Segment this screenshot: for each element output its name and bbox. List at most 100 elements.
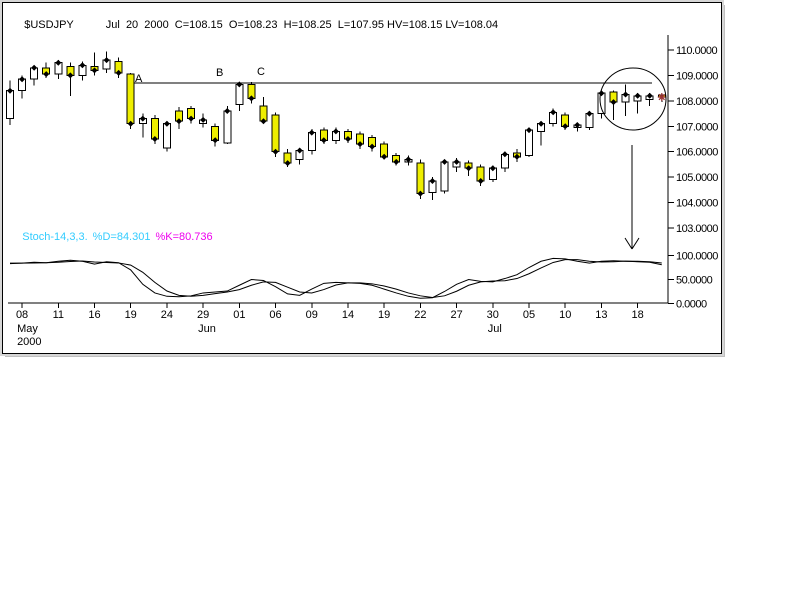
candle — [356, 131, 365, 150]
close-marker — [634, 92, 641, 99]
candle — [392, 152, 401, 166]
candle — [162, 120, 171, 152]
candle — [319, 127, 328, 145]
close-marker — [586, 110, 593, 117]
price-tick-label: 104.0000 — [676, 198, 718, 210]
candle-body — [150, 118, 159, 140]
candle — [368, 135, 377, 152]
price-tick-label: 110.0000 — [676, 45, 717, 57]
close-marker — [646, 92, 653, 99]
candle — [78, 61, 87, 81]
candle — [512, 149, 521, 162]
candle — [283, 149, 292, 167]
candle — [18, 75, 27, 99]
chart-header: $USDJPY Jul 20 2000 C=108.15 O=108.23 H=10… — [12, 7, 498, 43]
close-marker — [151, 136, 158, 143]
candle — [331, 127, 340, 145]
close-marker — [393, 158, 400, 165]
candle — [476, 164, 485, 187]
close-marker — [43, 71, 50, 78]
date-tick-label: 08 — [16, 309, 28, 321]
candle — [66, 62, 75, 96]
stoch-k-value: %K=80.736 — [155, 231, 213, 243]
candle — [537, 120, 546, 146]
candle — [464, 160, 473, 176]
close-marker — [417, 190, 424, 197]
close-marker — [332, 128, 339, 135]
candle-body — [440, 161, 449, 192]
chart-window: $USDJPY Jul 20 2000 C=108.15 O=108.23 H=10… — [0, 0, 724, 356]
close-marker — [236, 81, 243, 88]
close-marker — [79, 62, 86, 69]
date-tick-label: 22 — [414, 309, 426, 321]
candle-body — [126, 73, 135, 125]
close-marker — [622, 91, 629, 98]
candle — [380, 141, 389, 160]
close-marker — [260, 118, 267, 125]
candle — [223, 105, 232, 145]
annotation-arrow-head — [631, 237, 640, 250]
close-marker — [501, 151, 508, 158]
date-tick-label: 11 — [53, 309, 64, 321]
date-tick-label: 16 — [88, 309, 100, 321]
candle — [645, 92, 654, 106]
candle — [54, 59, 63, 80]
candle — [561, 112, 570, 131]
candle — [585, 110, 594, 131]
candle — [404, 155, 413, 166]
price-tick-label: 106.0000 — [676, 147, 718, 159]
candle — [621, 84, 630, 117]
candle — [102, 51, 111, 73]
candle-body — [597, 92, 606, 115]
stoch-d-value: %D=84.301 — [92, 231, 151, 243]
candle-body — [416, 162, 425, 195]
candle — [6, 80, 14, 126]
candle — [525, 127, 534, 157]
close-marker — [574, 122, 581, 129]
candle — [114, 57, 123, 78]
date-tick-label: 06 — [269, 309, 281, 321]
close-marker — [175, 118, 182, 125]
date-tick-label: 01 — [233, 309, 245, 321]
price-stoch-chart-canvas: 110.0000109.0000108.0000107.0000106.0000… — [6, 35, 719, 348]
close-marker — [610, 99, 617, 106]
candle — [126, 72, 135, 129]
stoch-k-line — [9, 257, 662, 299]
candle — [30, 64, 39, 86]
close-marker — [127, 120, 134, 127]
close-marker — [429, 177, 436, 184]
candle-body — [6, 90, 14, 120]
date-tick-label: 29 — [197, 309, 209, 321]
stoch-d-line — [10, 259, 662, 299]
close-marker — [67, 72, 74, 79]
close-marker — [562, 123, 569, 130]
close-marker — [405, 156, 412, 163]
annotation-label-a: A — [135, 73, 143, 85]
ohlc-values-label: C=108.15 O=108.23 H=108.25 L=107.95 HV=1… — [174, 19, 499, 31]
date-tick-label: 24 — [161, 309, 173, 321]
close-marker — [381, 153, 388, 160]
candle — [500, 151, 509, 173]
close-marker — [344, 136, 351, 143]
close-marker — [308, 129, 315, 136]
annotation-label-b: B — [216, 67, 223, 79]
price-tick-label: 107.0000 — [676, 121, 718, 133]
close-marker — [369, 143, 376, 150]
candle — [343, 128, 352, 143]
close-marker — [538, 120, 545, 127]
date-tick-label: 10 — [559, 309, 571, 321]
close-marker — [513, 153, 520, 160]
candle — [307, 128, 316, 155]
candle — [138, 113, 147, 138]
candle — [174, 107, 183, 129]
candle — [199, 113, 208, 128]
candle — [90, 52, 99, 76]
close-marker — [489, 165, 496, 172]
close-marker — [296, 147, 303, 154]
stoch-tick-label: 50.0000 — [676, 275, 713, 287]
close-marker — [7, 87, 13, 94]
candle — [247, 81, 256, 104]
candle — [452, 158, 461, 173]
close-marker — [550, 109, 557, 116]
